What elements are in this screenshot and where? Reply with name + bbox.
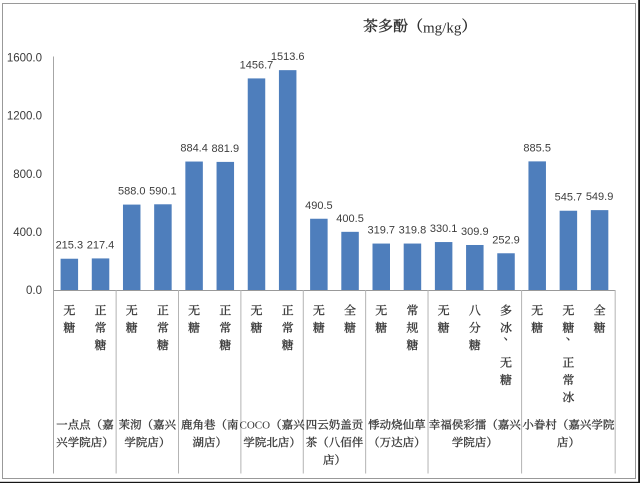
svg-text:215.3: 215.3 (56, 240, 84, 252)
svg-text:1456.7: 1456.7 (240, 59, 274, 71)
svg-text:884.4: 884.4 (180, 143, 208, 155)
svg-text:319.8: 319.8 (399, 225, 427, 237)
svg-text:0.0: 0.0 (26, 285, 42, 297)
svg-text:309.9: 309.9 (461, 226, 489, 238)
svg-text:1600.0: 1600.0 (7, 53, 42, 65)
svg-text:400.0: 400.0 (13, 227, 42, 239)
svg-text:319.7: 319.7 (367, 225, 395, 237)
svg-text:1200.0: 1200.0 (7, 111, 42, 123)
svg-text:881.9: 881.9 (212, 143, 240, 155)
svg-text:1513.6: 1513.6 (271, 51, 305, 63)
svg-text:400.5: 400.5 (336, 213, 364, 225)
svg-text:mg/kg: mg/kg (423, 20, 462, 36)
svg-text:800.0: 800.0 (13, 169, 42, 181)
svg-text:252.9: 252.9 (492, 234, 520, 246)
svg-text:545.7: 545.7 (555, 192, 583, 204)
svg-text:490.5: 490.5 (305, 200, 333, 212)
svg-text:217.4: 217.4 (87, 239, 115, 251)
svg-text:COCO: COCO (240, 419, 271, 431)
svg-text:885.5: 885.5 (523, 142, 551, 154)
svg-text:330.1: 330.1 (430, 223, 458, 235)
svg-text:590.1: 590.1 (149, 185, 177, 197)
svg-text:549.9: 549.9 (586, 191, 614, 203)
svg-text:588.0: 588.0 (118, 186, 146, 198)
